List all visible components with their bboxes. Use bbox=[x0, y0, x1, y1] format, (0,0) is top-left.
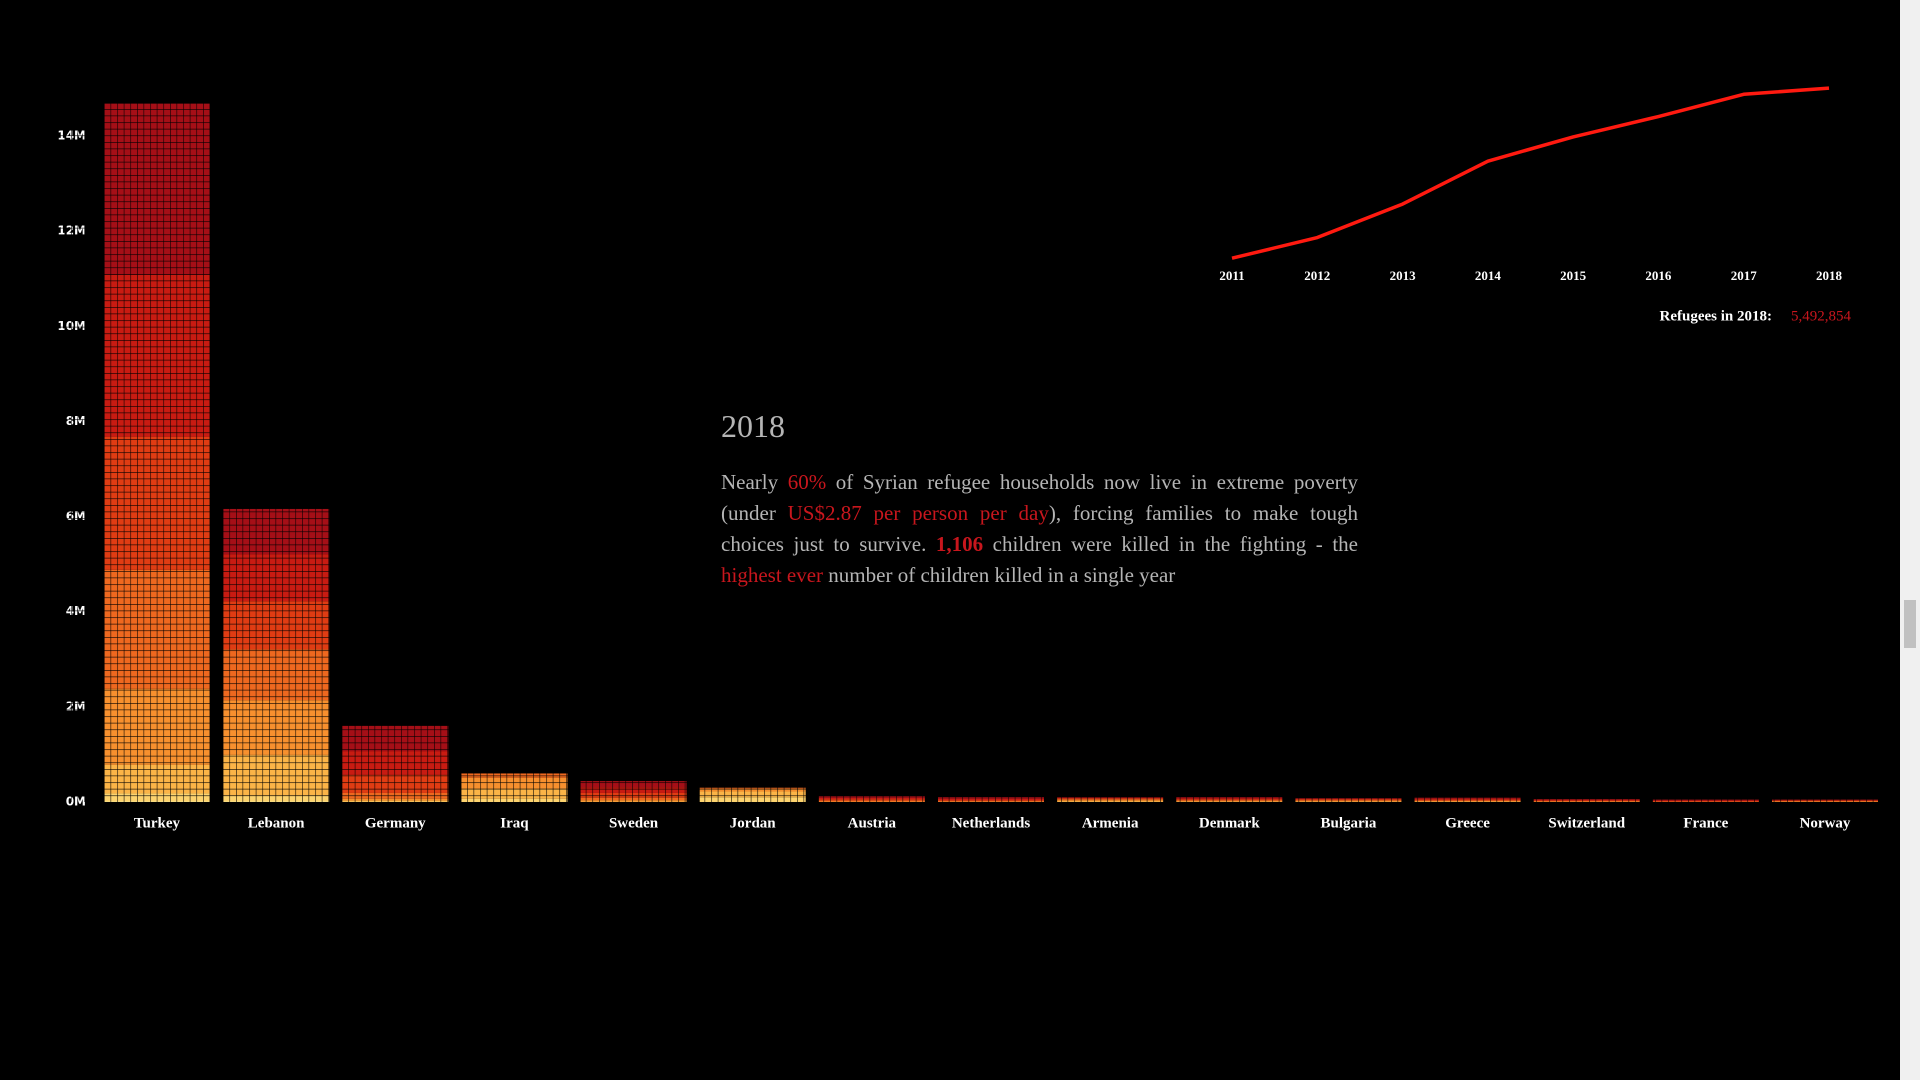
x-tick-label: Bulgaria bbox=[1321, 815, 1377, 831]
scrollbar-thumb[interactable] bbox=[1904, 600, 1916, 648]
cell-grid bbox=[0, 0, 1900, 802]
line-layer: 2011 2012 2013 2014 2015 2016 2017 2018 Refugees… bbox=[1219, 86, 1852, 324]
story-title: 2018 bbox=[721, 408, 785, 444]
x-tick-label: Greece bbox=[1445, 815, 1490, 831]
body-text: ), forcing families to make tough choice… bbox=[721, 501, 1358, 556]
body-text: number of children killed in a single ye… bbox=[823, 563, 1176, 587]
x-tick-label: Austria bbox=[848, 815, 897, 831]
x-tick-label: Switzerland bbox=[1548, 815, 1625, 831]
x-tick-label: 2013 bbox=[1390, 268, 1417, 283]
x-tick-label: Sweden bbox=[609, 815, 659, 831]
story-paragraph: Nearly 60% of Syrian refugee households … bbox=[721, 467, 1358, 591]
line-series bbox=[1231, 86, 1830, 260]
x-tick-label: Armenia bbox=[1082, 815, 1139, 831]
x-tick-label: 2016 bbox=[1645, 268, 1672, 283]
x-tick-label: Denmark bbox=[1199, 815, 1260, 831]
highlight-text: highest ever bbox=[721, 563, 824, 587]
x-tick-label: 2012 bbox=[1304, 268, 1330, 283]
x-tick-label: France bbox=[1683, 815, 1728, 831]
x-tick-label: Norway bbox=[1800, 815, 1851, 831]
x-tick-label: 2017 bbox=[1731, 268, 1758, 283]
body-text: of Syrian refugee households now live in… bbox=[721, 470, 1358, 525]
x-tick-label: 2018 bbox=[1816, 268, 1843, 283]
x-tick-label: Netherlands bbox=[952, 815, 1030, 831]
x-tick-label: 2014 bbox=[1475, 268, 1502, 283]
body-text: Nearly bbox=[721, 470, 788, 494]
x-tick-label: Lebanon bbox=[248, 815, 305, 831]
body-text: children were killed in the fighting - t… bbox=[983, 532, 1358, 556]
x-tick-label: 2011 bbox=[1219, 268, 1244, 283]
x-tick-label: 2015 bbox=[1560, 268, 1587, 283]
highlight-text: US$2.87 per person per day bbox=[787, 501, 1049, 525]
x-tick-label: Germany bbox=[365, 815, 426, 831]
highlight-text: 1,106 bbox=[935, 532, 984, 556]
annotation-label: Refugees in 2018: bbox=[1660, 308, 1773, 324]
scrollbar[interactable] bbox=[1900, 0, 1920, 1080]
x-tick-label: Turkey bbox=[134, 815, 181, 831]
x-tick-label: Jordan bbox=[730, 815, 777, 831]
story: 2018 Nearly 60% of Syrian refugee househ… bbox=[721, 408, 1358, 591]
highlight-text: 60% bbox=[787, 470, 827, 494]
annotation-value: 5,492,854 bbox=[1791, 308, 1852, 324]
x-tick-label: Iraq bbox=[500, 815, 529, 831]
